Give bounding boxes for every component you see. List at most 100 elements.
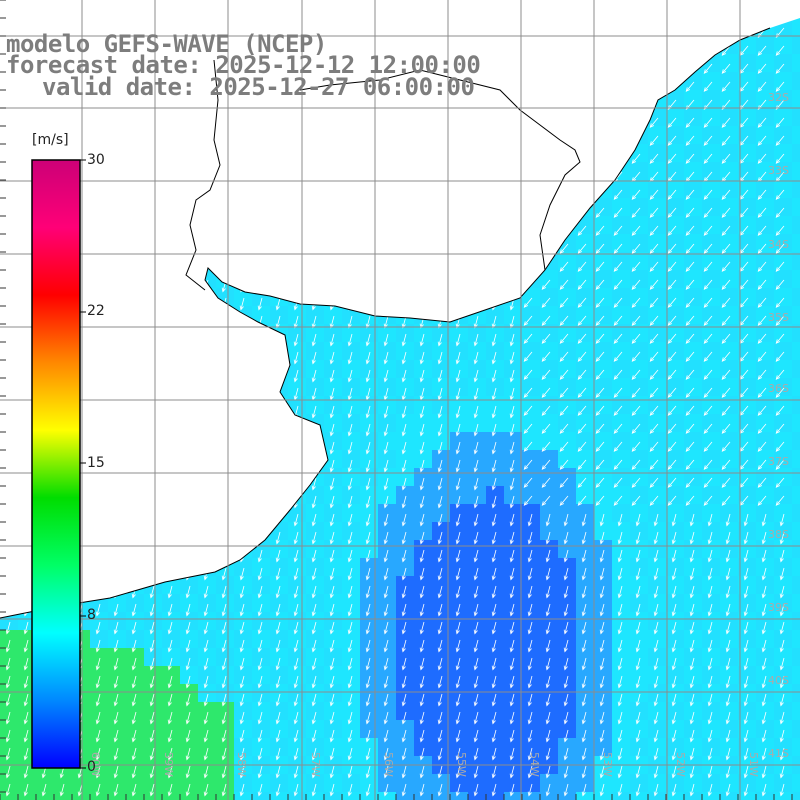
wind-arrow	[419, 585, 425, 599]
field-cell	[504, 504, 522, 522]
wind-arrow	[775, 405, 785, 416]
field-cell	[720, 486, 738, 504]
field-cell	[414, 324, 432, 342]
field-cell	[648, 144, 666, 162]
field-cell	[594, 522, 612, 540]
wind-arrow	[725, 585, 731, 599]
field-cell	[486, 774, 504, 792]
wind-arrow	[613, 477, 623, 488]
field-cell	[756, 576, 774, 594]
wind-arrow	[721, 261, 731, 272]
wind-arrow	[275, 531, 281, 545]
wind-arrow	[743, 657, 749, 671]
field-cell	[774, 252, 792, 270]
field-cell	[792, 324, 800, 342]
field-cell	[738, 684, 756, 702]
field-cell	[108, 702, 126, 720]
wind-arrow	[613, 423, 623, 434]
field-cell	[468, 720, 486, 738]
wind-arrow	[703, 441, 713, 452]
wind-arrow	[509, 765, 515, 779]
field-cell	[468, 432, 486, 450]
wind-arrow	[311, 657, 317, 671]
wind-arrow	[221, 585, 227, 599]
wind-arrow	[559, 459, 569, 470]
field-cell	[450, 558, 468, 576]
field-cell	[252, 666, 270, 684]
wind-arrow	[689, 603, 695, 617]
wind-arrow	[347, 729, 353, 743]
field-cell	[396, 612, 414, 630]
field-cell	[666, 162, 684, 180]
field-cell	[342, 468, 360, 486]
wind-arrow	[221, 783, 227, 797]
field-cell	[324, 450, 342, 468]
wind-arrow	[221, 621, 227, 635]
field-cell	[756, 666, 774, 684]
colorbar-tick-22: 22	[87, 303, 105, 319]
wind-arrow	[653, 603, 659, 617]
field-cell	[684, 126, 702, 144]
latitude-label: 41S	[768, 747, 789, 760]
wind-arrow	[689, 621, 695, 635]
field-cell	[558, 612, 576, 630]
wind-arrow	[455, 567, 461, 581]
field-cell	[702, 378, 720, 396]
field-cell	[378, 702, 396, 720]
wind-arrow	[437, 711, 443, 725]
wind-arrow	[617, 675, 623, 689]
wind-arrow	[383, 315, 389, 329]
field-cell	[612, 414, 630, 432]
wind-arrow	[383, 531, 389, 545]
field-cell	[144, 738, 162, 756]
wind-arrow	[383, 459, 389, 473]
field-cell	[0, 630, 18, 648]
wind-arrow	[703, 225, 713, 236]
field-cell	[756, 378, 774, 396]
field-cell	[342, 738, 360, 756]
field-cell	[414, 378, 432, 396]
wind-arrow	[419, 513, 425, 527]
field-cell	[360, 648, 378, 666]
field-cell	[576, 774, 594, 792]
wind-arrow	[5, 747, 11, 761]
field-cell	[756, 720, 774, 738]
field-cell	[558, 342, 576, 360]
field-cell	[432, 522, 450, 540]
field-cell	[702, 738, 720, 756]
wind-arrow	[131, 639, 137, 653]
wind-arrow	[599, 531, 605, 545]
wind-arrow	[563, 639, 569, 653]
wind-arrow	[347, 495, 353, 509]
wind-arrow	[383, 657, 389, 671]
wind-arrow	[689, 567, 695, 581]
field-cell	[774, 270, 792, 288]
longitude-label: 59W	[162, 752, 175, 777]
field-cell	[666, 180, 684, 198]
wind-arrow	[5, 693, 11, 707]
field-cell	[666, 738, 684, 756]
wind-arrow	[559, 387, 569, 398]
field-cell	[306, 594, 324, 612]
wind-arrow	[401, 585, 407, 599]
wind-arrow	[649, 225, 659, 236]
field-cell	[0, 702, 18, 720]
field-cell	[288, 558, 306, 576]
field-cell	[756, 108, 774, 126]
field-cell	[360, 360, 378, 378]
wind-arrow	[523, 333, 533, 344]
field-cell	[306, 648, 324, 666]
field-cell	[666, 468, 684, 486]
wind-arrow	[275, 639, 281, 653]
field-cell	[378, 504, 396, 522]
wind-arrow	[617, 783, 623, 797]
field-cell	[540, 666, 558, 684]
field-cell	[306, 540, 324, 558]
field-cell	[126, 612, 144, 630]
wind-arrow	[437, 459, 443, 473]
wind-arrow	[347, 657, 353, 671]
field-cell	[324, 486, 342, 504]
wind-arrow	[293, 657, 299, 671]
field-cell	[540, 432, 558, 450]
field-cell	[432, 414, 450, 432]
